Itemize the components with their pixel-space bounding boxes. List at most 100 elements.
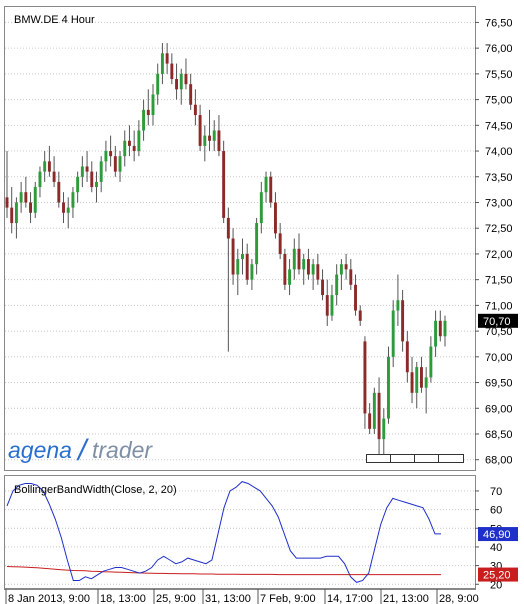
price-y-axis: 76,50 76,00 75,50 75,00 74,50 74,00 73,50 73,00… <box>475 17 513 467</box>
logo-slash: / <box>76 434 89 467</box>
candle <box>438 310 442 342</box>
candle <box>33 181 37 218</box>
candle-body <box>264 176 268 193</box>
bbw-value: 46,90 <box>483 529 511 541</box>
scroll-box-2[interactable] <box>390 454 415 463</box>
candle-body <box>415 367 419 393</box>
x-tick-label: 8 Jan 2013, 9:00 <box>8 593 90 604</box>
candle <box>443 315 447 347</box>
candle <box>123 130 127 167</box>
candle <box>47 145 51 177</box>
candle-body <box>19 192 23 203</box>
x-tick-label: 31, 13:00 <box>205 593 251 604</box>
candle <box>410 356 414 404</box>
logo-text-trader: trader <box>92 437 153 463</box>
candle <box>80 156 84 188</box>
candle <box>297 233 301 275</box>
candle-body <box>146 109 150 116</box>
candle-body <box>245 253 249 280</box>
indicator-tick-label: 20 <box>490 579 502 591</box>
candle <box>226 207 230 352</box>
candle-body <box>363 341 367 414</box>
candle-body <box>29 202 33 213</box>
candle-body <box>113 156 117 172</box>
candle-body <box>259 192 263 224</box>
scroll-box-1[interactable] <box>366 454 391 463</box>
candle <box>217 115 221 157</box>
candle <box>222 140 226 224</box>
candle-body <box>443 320 447 337</box>
candle-body <box>85 166 89 172</box>
candle-body <box>255 223 259 265</box>
price-tick-label: 71,00 <box>485 300 513 312</box>
candle <box>372 387 376 434</box>
candle-body <box>170 63 174 80</box>
candle <box>189 73 193 110</box>
price-tick-label: 73,00 <box>485 197 513 209</box>
candle <box>387 346 390 424</box>
candle-body <box>410 372 414 393</box>
scroll-box-3[interactable] <box>414 454 439 463</box>
candle <box>193 89 197 126</box>
candlestick-series <box>5 43 447 460</box>
candle-body <box>175 79 179 90</box>
candle <box>283 248 287 290</box>
candle-body <box>80 166 84 177</box>
candle <box>259 181 263 234</box>
candle <box>424 367 428 414</box>
candle-body <box>401 300 405 342</box>
scroll-box-4[interactable] <box>438 454 464 463</box>
candle <box>19 181 23 213</box>
candle <box>335 264 339 306</box>
candle <box>245 243 249 285</box>
candle <box>5 151 9 218</box>
price-tick-label: 75,50 <box>485 69 513 81</box>
candle <box>255 217 259 275</box>
bbw-value-badge <box>478 527 518 542</box>
candle-body <box>104 151 108 162</box>
candle <box>104 140 108 172</box>
scroll-control-boxes[interactable] <box>366 454 464 463</box>
candle-body <box>132 145 136 152</box>
candle-body <box>123 140 127 157</box>
candle <box>113 145 117 177</box>
bollinger-bandwidth-line <box>6 481 441 583</box>
candle-body <box>306 259 310 275</box>
candle <box>160 43 164 85</box>
agena-trader-logo: agena / trader <box>8 434 153 467</box>
candle-body <box>434 320 438 347</box>
candle <box>419 356 423 393</box>
candle-body <box>231 238 235 275</box>
threshold-value-badge <box>478 567 518 582</box>
candle-body <box>419 367 423 388</box>
x-tick-label: 21, 13:00 <box>383 593 429 604</box>
price-tick-label: 71,50 <box>485 275 513 287</box>
candle-body <box>99 161 103 182</box>
candle <box>38 166 42 198</box>
candle <box>52 156 56 188</box>
candle-body <box>66 207 70 213</box>
candle-body <box>10 207 14 224</box>
candle <box>339 259 343 290</box>
candle-body <box>43 161 47 172</box>
candle-body <box>156 73 160 95</box>
candle-body <box>335 274 339 296</box>
candle <box>354 274 357 316</box>
price-tick-label: 69,00 <box>485 403 513 415</box>
candle <box>405 331 409 383</box>
price-tick-label: 68,50 <box>485 429 513 441</box>
indicator-tick-label: 70 <box>490 486 502 498</box>
candle <box>71 187 75 218</box>
candle <box>396 274 400 326</box>
candle <box>76 171 80 203</box>
indicator-tick-label: 40 <box>490 542 502 554</box>
candle <box>288 259 292 296</box>
threshold-value: 25,20 <box>483 570 511 582</box>
candle-body <box>354 284 357 311</box>
candle <box>14 197 18 239</box>
candle-body <box>38 171 42 188</box>
candle <box>401 289 405 352</box>
candle-body <box>330 295 334 316</box>
candle <box>132 130 136 162</box>
price-panel <box>4 6 476 471</box>
